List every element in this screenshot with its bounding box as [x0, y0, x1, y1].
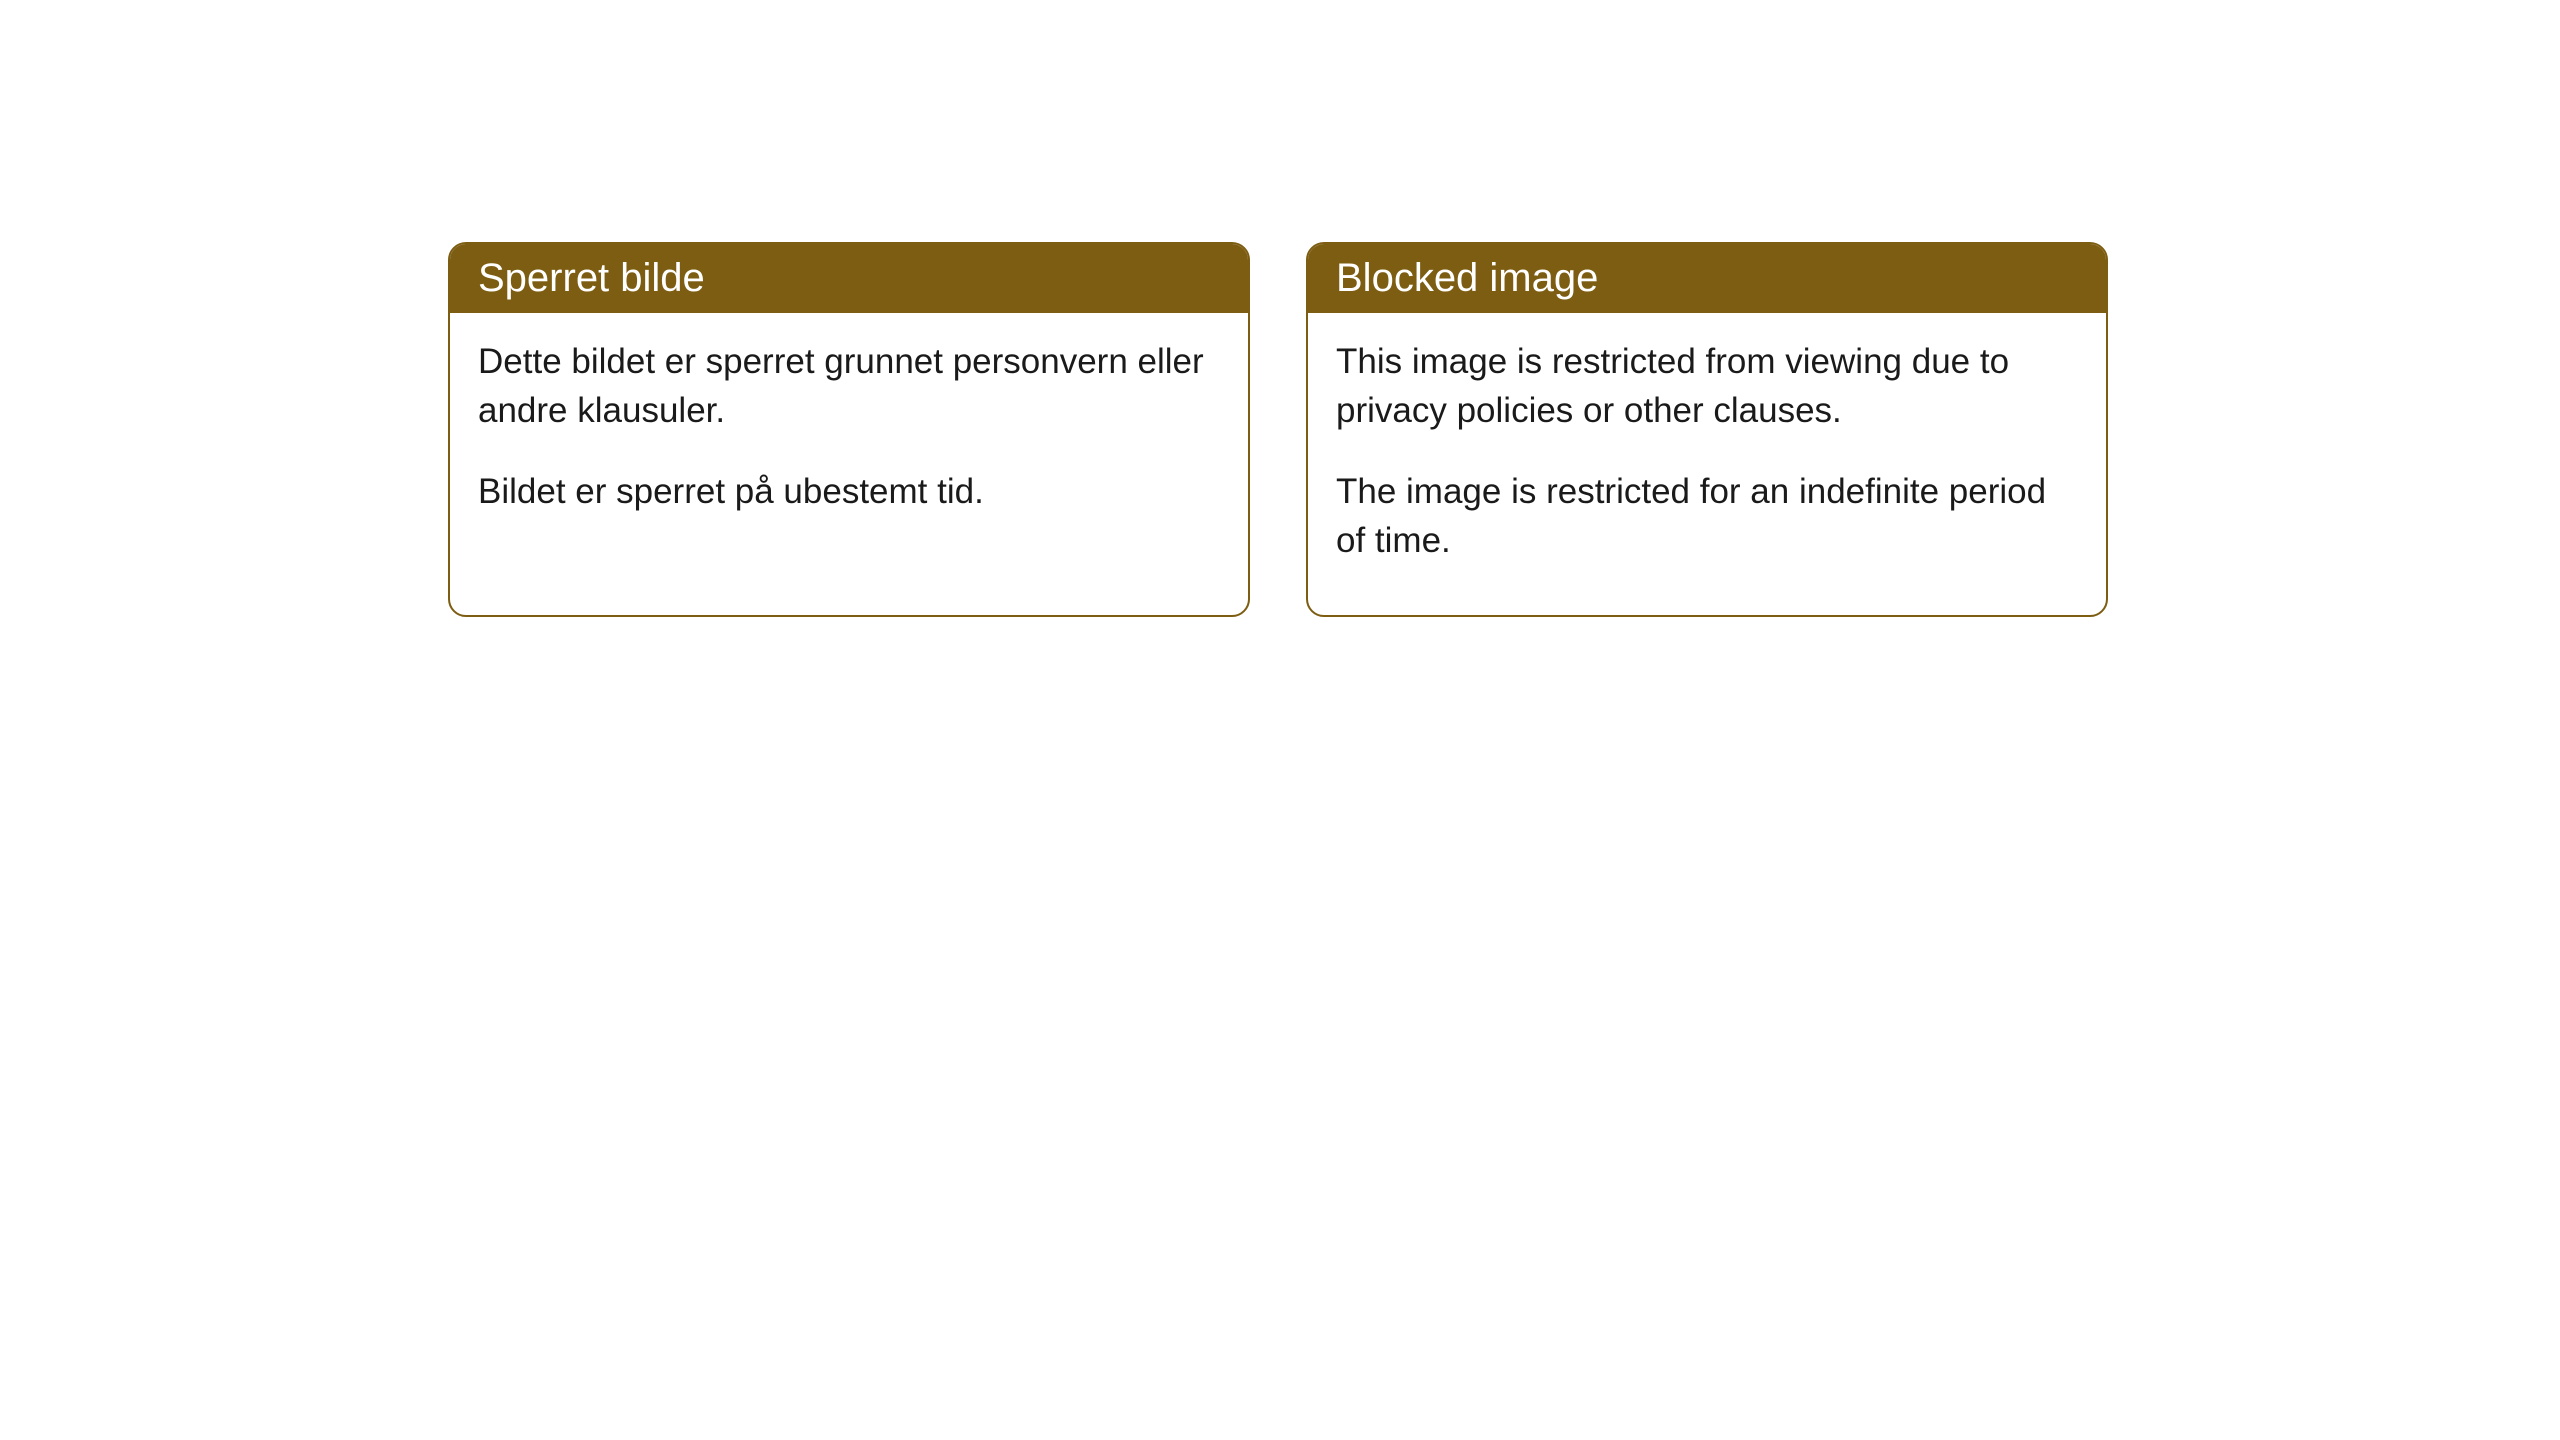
- card-paragraph: Dette bildet er sperret grunnet personve…: [478, 337, 1220, 435]
- notice-cards-container: Sperret bilde Dette bildet er sperret gr…: [448, 242, 2108, 617]
- card-paragraph: The image is restricted for an indefinit…: [1336, 467, 2078, 565]
- card-body: This image is restricted from viewing du…: [1308, 313, 2106, 615]
- notice-card-norwegian: Sperret bilde Dette bildet er sperret gr…: [448, 242, 1250, 617]
- card-paragraph: Bildet er sperret på ubestemt tid.: [478, 467, 1220, 516]
- card-header: Sperret bilde: [450, 244, 1248, 313]
- card-header: Blocked image: [1308, 244, 2106, 313]
- notice-card-english: Blocked image This image is restricted f…: [1306, 242, 2108, 617]
- card-title: Blocked image: [1336, 256, 1598, 300]
- card-body: Dette bildet er sperret grunnet personve…: [450, 313, 1248, 566]
- card-title: Sperret bilde: [478, 256, 705, 300]
- card-paragraph: This image is restricted from viewing du…: [1336, 337, 2078, 435]
